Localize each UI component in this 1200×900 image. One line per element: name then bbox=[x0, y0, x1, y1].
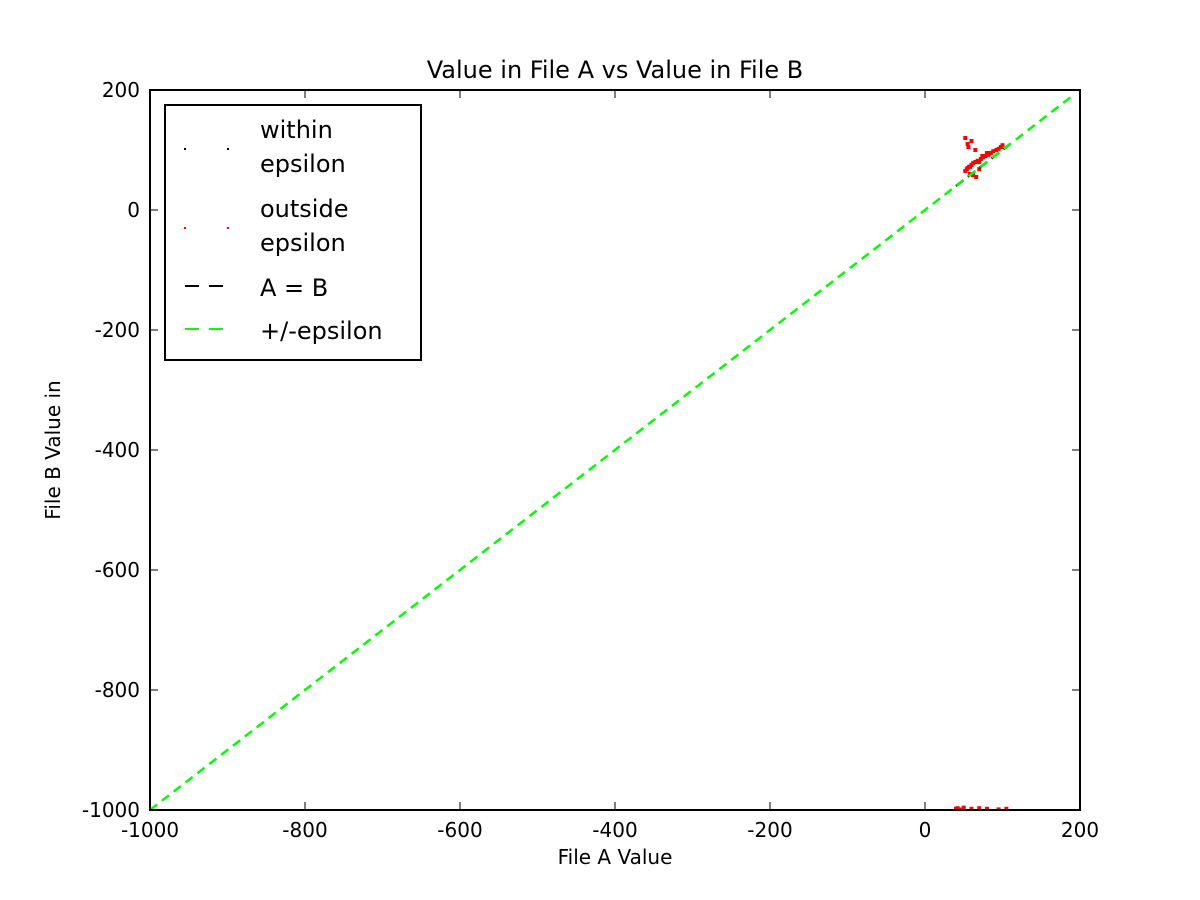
data-point bbox=[991, 149, 996, 154]
x-tick-label: 0 bbox=[919, 818, 932, 842]
data-point bbox=[977, 806, 982, 810]
y-tick-label: 0 bbox=[127, 198, 140, 222]
legend-box bbox=[164, 104, 422, 361]
legend-marker bbox=[227, 148, 229, 150]
legend-marker bbox=[184, 227, 186, 229]
data-point bbox=[971, 173, 976, 178]
data-point bbox=[1004, 806, 1009, 810]
legend-label: within bbox=[260, 116, 333, 144]
data-point bbox=[994, 148, 999, 152]
x-tick-label: -1000 bbox=[121, 818, 179, 842]
y-tick-label: -800 bbox=[95, 678, 140, 702]
x-axis-label: File A Value bbox=[558, 845, 673, 869]
y-tick-label: -400 bbox=[95, 438, 140, 462]
data-point bbox=[983, 154, 988, 158]
legend-marker bbox=[227, 227, 229, 229]
data-point bbox=[966, 145, 971, 149]
data-point bbox=[985, 151, 989, 155]
data-point bbox=[985, 806, 989, 810]
plot-data-layer bbox=[150, 95, 1074, 810]
data-point bbox=[988, 151, 993, 155]
chart-title: Value in File A vs Value in File B bbox=[427, 56, 804, 84]
data-point bbox=[971, 161, 976, 166]
x-tick-label: -800 bbox=[282, 818, 327, 842]
data-point bbox=[967, 164, 972, 169]
legend: within epsilon outside epsilon A = B +/-epsil… bbox=[164, 104, 422, 361]
legend-label: +/-epsilon bbox=[260, 317, 383, 345]
data-point bbox=[957, 807, 962, 810]
data-point bbox=[978, 157, 983, 161]
legend-label: A = B bbox=[260, 274, 328, 302]
data-point bbox=[973, 148, 978, 152]
data-point bbox=[969, 806, 974, 810]
data-point bbox=[965, 142, 970, 146]
data-point bbox=[977, 160, 982, 164]
axis-ticks: -1000 -800 -600 -400 -200 0 200 -1000 -800 -600 -4… bbox=[82, 78, 1099, 842]
data-point bbox=[969, 139, 974, 143]
y-axis-label: File B Value in bbox=[41, 380, 65, 519]
x-tick-label: -600 bbox=[437, 818, 482, 842]
y-tick-label: -200 bbox=[95, 318, 140, 342]
data-point bbox=[961, 805, 966, 810]
x-tick-label: -200 bbox=[747, 818, 792, 842]
data-point bbox=[1000, 143, 1005, 148]
data-point bbox=[964, 167, 969, 172]
y-tick-label: -600 bbox=[95, 558, 140, 582]
data-point bbox=[980, 154, 985, 158]
data-point bbox=[955, 806, 960, 810]
x-tick-label: -400 bbox=[592, 818, 637, 842]
legend-label: outside bbox=[260, 195, 348, 223]
y-tick-label: 200 bbox=[102, 78, 140, 102]
legend-label: epsilon bbox=[260, 229, 346, 257]
data-point bbox=[996, 807, 1001, 810]
data-point bbox=[974, 175, 979, 179]
y-tick-label: -1000 bbox=[82, 798, 140, 822]
legend-marker bbox=[184, 148, 186, 150]
data-point bbox=[963, 136, 968, 140]
data-point bbox=[996, 146, 1001, 151]
x-tick-label: 200 bbox=[1061, 818, 1099, 842]
data-point bbox=[973, 160, 978, 164]
legend-label: epsilon bbox=[260, 150, 346, 178]
data-point bbox=[977, 167, 982, 172]
